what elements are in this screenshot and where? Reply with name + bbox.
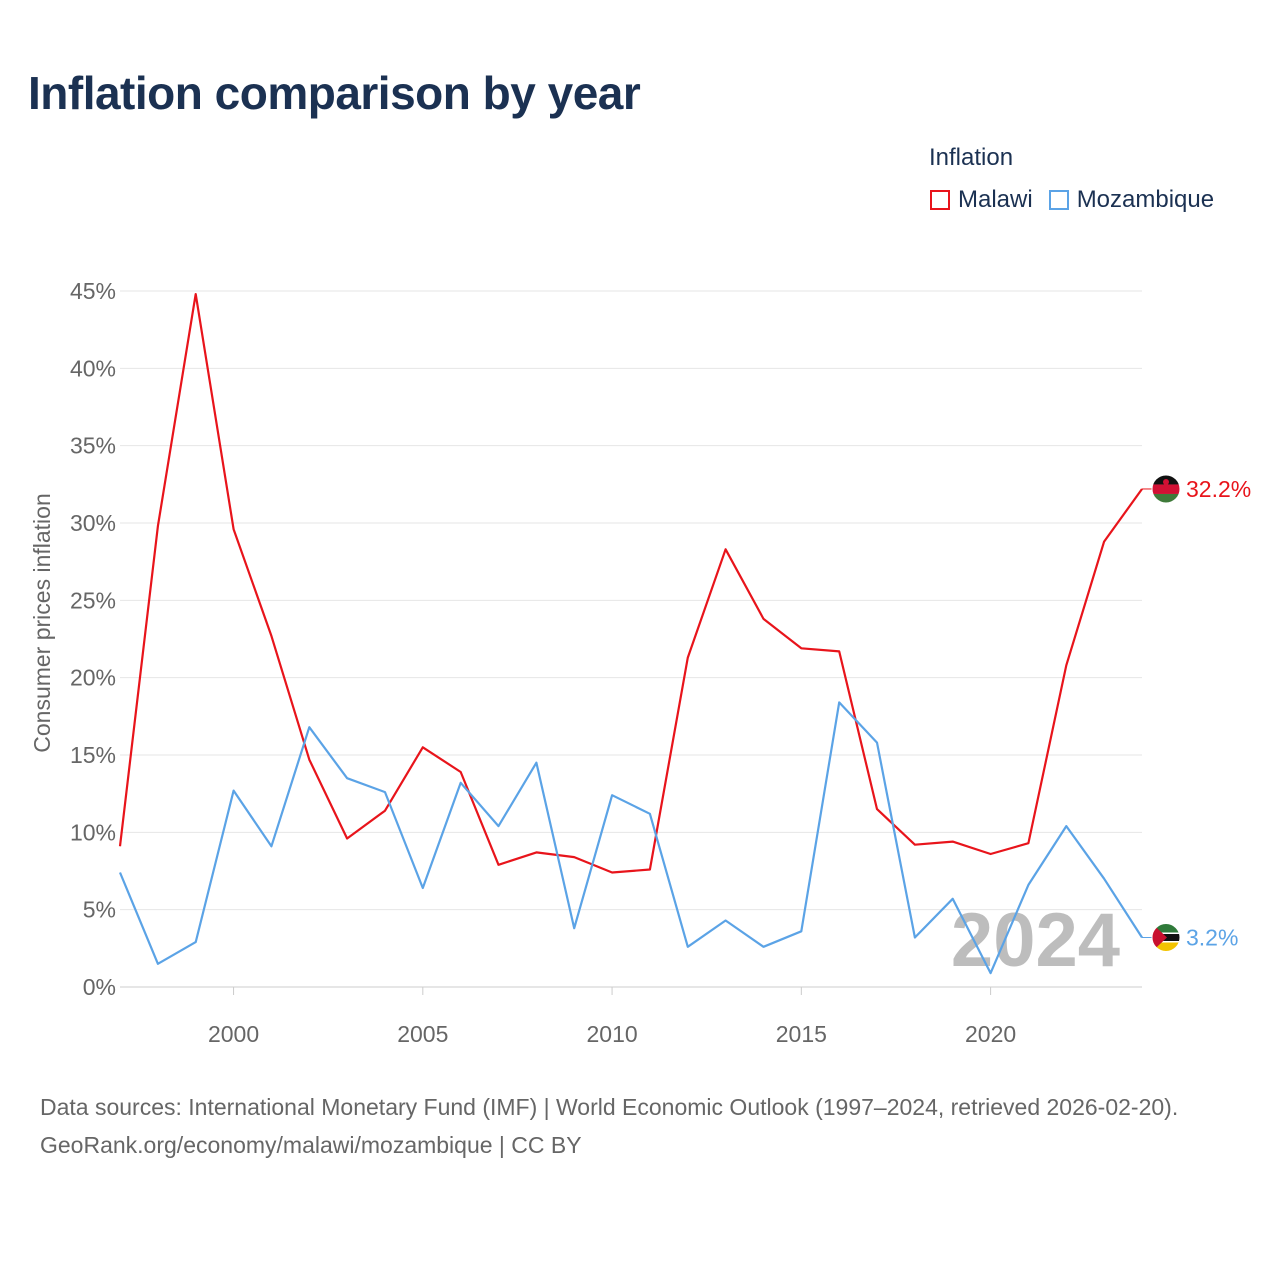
legend-title: Inflation xyxy=(929,144,1014,171)
chart-title: Inflation comparison by year xyxy=(28,67,641,119)
x-tick-label: 2000 xyxy=(208,1021,259,1047)
x-tick-label: 2020 xyxy=(965,1021,1016,1047)
y-tick-label: 15% xyxy=(70,742,116,768)
legend-item-malawi[interactable]: Malawi xyxy=(930,186,1033,214)
legend-swatch-malawi xyxy=(930,190,950,210)
y-tick-label: 20% xyxy=(70,665,116,691)
y-axis-label: Consumer prices inflation xyxy=(29,493,55,753)
y-tick-label: 30% xyxy=(70,510,116,536)
y-tick-label: 0% xyxy=(83,974,116,1000)
footer-sources: Data sources: International Monetary Fun… xyxy=(40,1094,1179,1120)
x-tick-label: 2010 xyxy=(586,1021,637,1047)
series-line-mozambique xyxy=(118,701,1143,975)
end-value-label-mozambique: 3.2% xyxy=(1186,925,1238,951)
legend-label-mozambique: Mozambique xyxy=(1076,186,1215,213)
year-watermark: 2024 xyxy=(951,898,1120,983)
y-tick-label: 10% xyxy=(70,819,116,845)
end-value-label-malawi: 32.2% xyxy=(1186,476,1251,502)
x-tick-label: 2005 xyxy=(397,1021,448,1047)
flag-icon-mozambique xyxy=(1151,923,1181,953)
y-tick-label: 25% xyxy=(70,587,116,613)
x-axis-ticks: 2000 2005 2010 2015 2020 xyxy=(208,987,1016,1047)
footer-link[interactable]: GeoRank.org/economy/malawi/mozambique | … xyxy=(40,1132,582,1158)
legend-item-mozambique[interactable]: Mozambique xyxy=(1048,186,1215,214)
flag-icon-malawi xyxy=(1151,474,1181,504)
legend: Malawi Mozambique xyxy=(930,186,1230,214)
y-tick-label: 45% xyxy=(70,278,116,304)
grid-lines xyxy=(120,290,1142,988)
y-tick-label: 40% xyxy=(70,355,116,381)
legend-swatch-mozambique xyxy=(1048,190,1069,210)
legend-label-malawi: Malawi xyxy=(958,186,1033,213)
series-line-malawi xyxy=(118,293,1143,874)
x-tick-label: 2015 xyxy=(776,1021,827,1047)
line-chart: 0% 5% 10% 15% 20% 25% 30% 35% 40% 45% 2000 2005 201… xyxy=(29,278,1251,1047)
y-tick-label: 35% xyxy=(70,433,116,459)
footer: Data sources: International Monetary Fun… xyxy=(40,1088,1250,1164)
y-tick-label: 5% xyxy=(83,897,116,923)
y-axis-ticks: 0% 5% 10% 15% 20% 25% 30% 35% 40% 45% xyxy=(70,278,116,1000)
